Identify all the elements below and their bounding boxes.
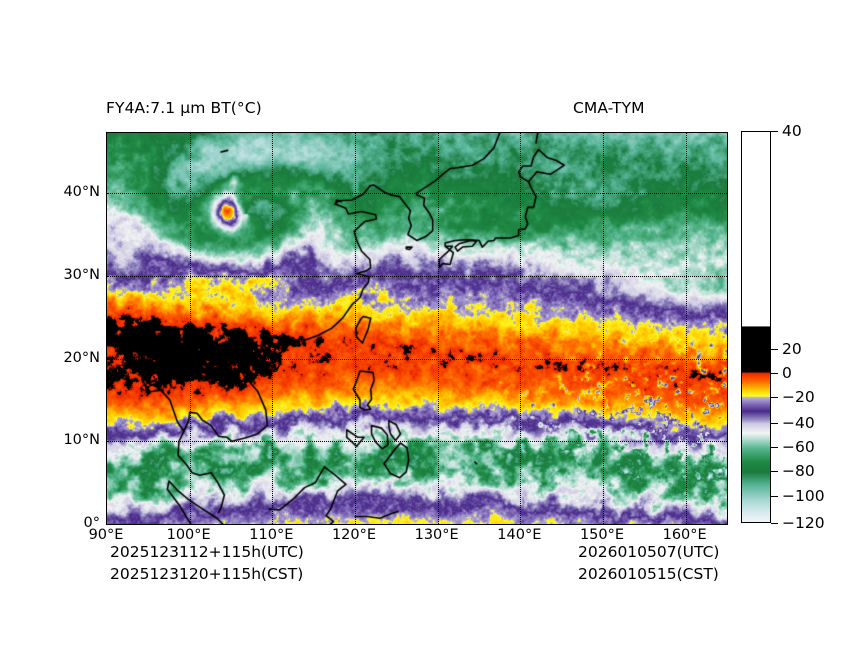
analysis-time-utc: 2025123112+115h(UTC) bbox=[110, 543, 304, 561]
colorbar-tick-label: −100 bbox=[782, 487, 825, 506]
colorbar-tick-label: −80 bbox=[782, 462, 815, 481]
colorbar-tick-mark bbox=[771, 423, 778, 425]
colorbar-fill bbox=[742, 132, 770, 522]
page-title: FY4A:7.1 μm BT(°C) bbox=[106, 99, 262, 117]
colorbar-tick-mark bbox=[771, 496, 778, 498]
x-axis-tick-label: 100°E bbox=[166, 527, 211, 543]
y-axis-tick-label: 20°N bbox=[63, 349, 100, 366]
colorbar-tick-label: −60 bbox=[782, 438, 815, 457]
x-axis-tick-label: 110°E bbox=[249, 527, 294, 543]
colorbar-tick-mark bbox=[771, 397, 778, 399]
colorbar-tick-label: 40 bbox=[782, 122, 802, 140]
x-axis-tick-label: 130°E bbox=[414, 527, 459, 543]
brightness-temperature-raster bbox=[107, 133, 727, 524]
x-axis-tick-label: 120°E bbox=[331, 527, 377, 543]
colorbar-tick-label: 0 bbox=[782, 363, 792, 382]
colorbar-tick-mark bbox=[771, 523, 778, 524]
colorbar-tick-label: −40 bbox=[782, 414, 815, 433]
x-axis-tick-label: 140°E bbox=[497, 527, 542, 543]
colorbar-tick-label: −20 bbox=[782, 388, 815, 407]
x-axis-tick-label: 160°E bbox=[662, 527, 707, 543]
y-axis-tick-label: 40°N bbox=[63, 184, 100, 201]
colorbar-gradient bbox=[741, 131, 771, 523]
y-axis-tick-label: 10°N bbox=[63, 432, 100, 449]
agency-label: CMA-TYM bbox=[573, 99, 645, 117]
colorbar: 40 20 0 −20 −40 −60 −80 −100 −120 bbox=[741, 122, 825, 532]
colorbar-tick-label: −120 bbox=[782, 514, 825, 532]
x-axis-tick-label: 90°E bbox=[88, 527, 124, 543]
y-axis-tick-label: 30°N bbox=[63, 267, 100, 283]
satellite-map[interactable] bbox=[106, 132, 728, 525]
colorbar-tick-mark bbox=[771, 131, 778, 132]
colorbar-tick-mark bbox=[771, 348, 778, 350]
colorbar-tick-mark bbox=[771, 447, 778, 449]
x-axis-tick-label: 150°E bbox=[579, 527, 625, 543]
colorbar-tick-mark bbox=[771, 471, 778, 473]
y-axis-tick-label: 0° bbox=[83, 515, 100, 531]
valid-time-utc: 2026010507(UTC) bbox=[578, 543, 720, 561]
valid-time-cst: 2026010515(CST) bbox=[578, 565, 719, 583]
colorbar-tick-mark bbox=[771, 372, 778, 374]
colorbar-tick-label: 20 bbox=[782, 339, 802, 358]
analysis-time-cst: 2025123120+115h(CST) bbox=[110, 565, 304, 583]
